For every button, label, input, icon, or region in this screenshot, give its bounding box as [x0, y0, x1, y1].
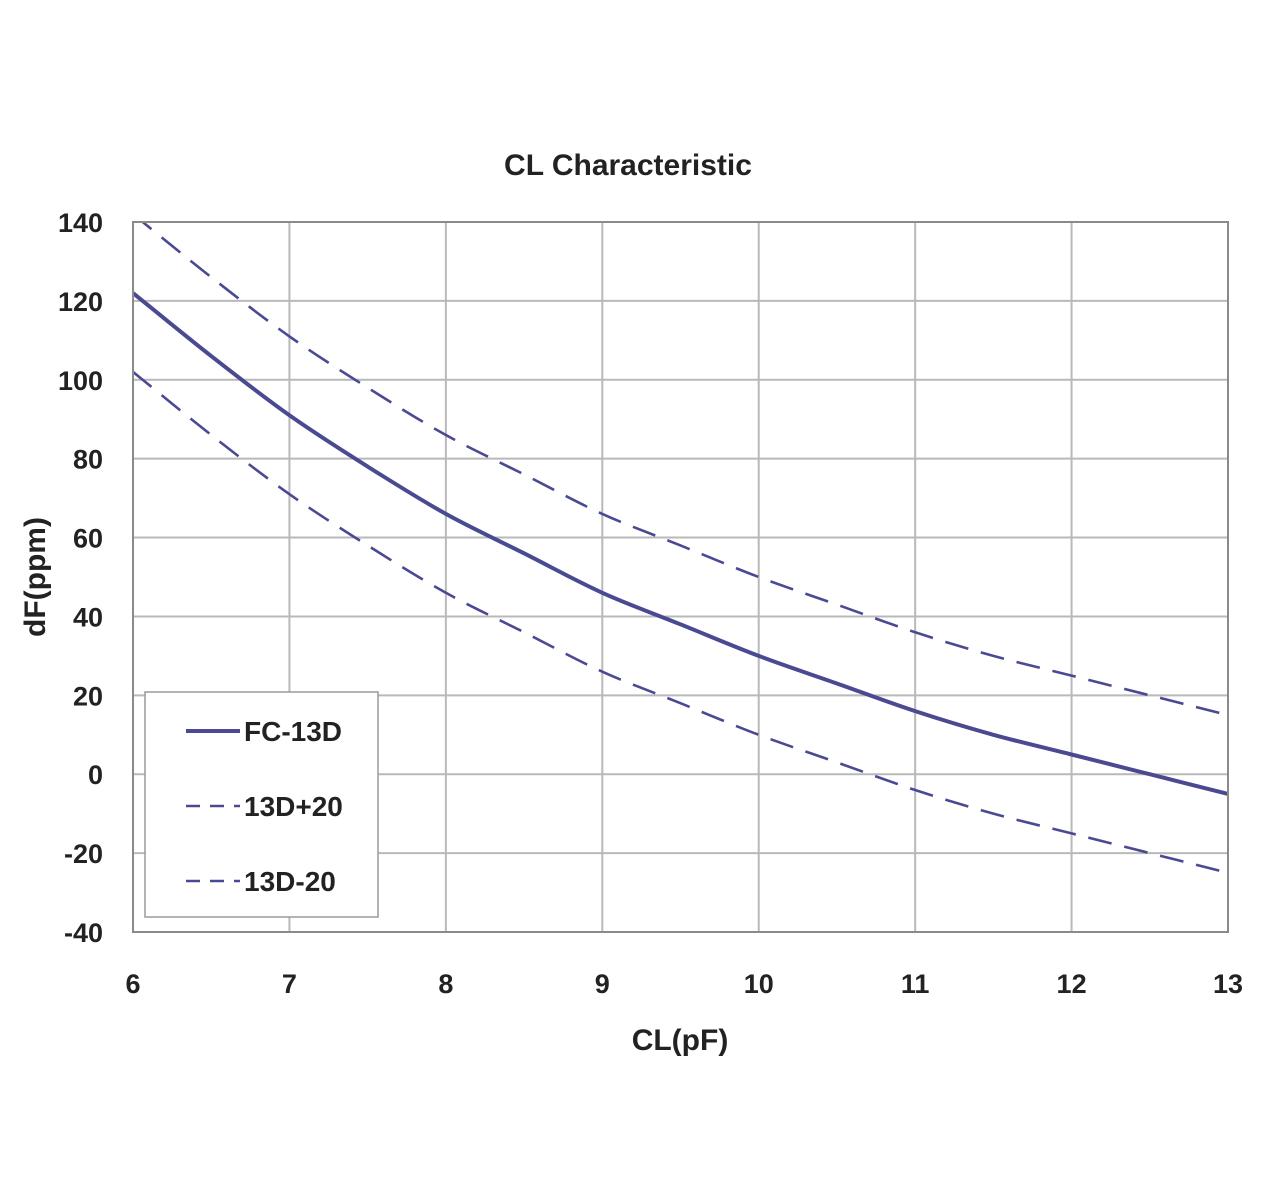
x-tick-label: 12 [1057, 969, 1087, 999]
y-tick-label: 80 [73, 445, 103, 475]
series-lines [133, 222, 1228, 875]
series-line-13d-20 [133, 370, 1228, 875]
series-line-fc-13d [133, 291, 1228, 796]
legend: FC-13D 13D+20 13D-20 [144, 691, 379, 918]
y-tick-label: 40 [73, 602, 103, 632]
y-tick-label: 140 [58, 208, 103, 238]
y-axis-label: dF(ppm) [19, 517, 52, 637]
legend-box [144, 691, 379, 918]
x-tick-label: 7 [282, 969, 297, 999]
series-line-13d-plus-20 [140, 222, 1228, 717]
x-tick-label: 9 [595, 969, 610, 999]
x-tick-label: 10 [744, 969, 774, 999]
x-tick-label: 8 [438, 969, 453, 999]
x-tick-label: 6 [125, 969, 140, 999]
legend-label-13d-minus-20: 13D-20 [244, 866, 336, 897]
y-tick-label: -20 [64, 839, 103, 869]
chart-title: CL Characteristic [504, 149, 752, 182]
plot-frame [132, 221, 1229, 933]
y-tick-labels: -40 -20 0 20 40 60 80 100 120 140 [58, 208, 103, 948]
x-axis-label: CL(pF) [632, 1024, 729, 1057]
x-tick-labels: 6 7 8 9 10 11 12 13 [125, 969, 1243, 999]
y-tick-label: 20 [73, 681, 103, 711]
x-tick-label: 11 [901, 969, 930, 999]
y-tick-label: 120 [58, 287, 103, 317]
y-tick-label: -40 [64, 918, 103, 948]
y-tick-label: 100 [58, 366, 103, 396]
y-tick-label: 60 [73, 524, 103, 554]
y-tick-label: 0 [88, 760, 103, 790]
legend-label-13d-plus-20: 13D+20 [244, 791, 343, 822]
x-tick-label: 13 [1213, 969, 1243, 999]
legend-label-fc-13d: FC-13D [244, 716, 342, 747]
